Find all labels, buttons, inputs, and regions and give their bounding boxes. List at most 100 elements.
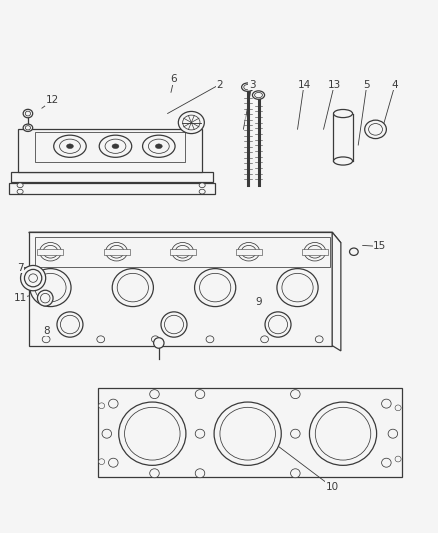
Ellipse shape (112, 144, 119, 149)
Ellipse shape (195, 429, 204, 438)
Ellipse shape (290, 469, 300, 478)
Ellipse shape (268, 316, 287, 334)
Text: 14: 14 (297, 79, 310, 90)
Text: 10: 10 (325, 482, 338, 492)
Ellipse shape (307, 245, 321, 258)
Polygon shape (169, 248, 195, 255)
Ellipse shape (42, 336, 50, 343)
Text: 15: 15 (372, 241, 385, 252)
Polygon shape (98, 388, 401, 478)
Ellipse shape (124, 407, 180, 460)
Ellipse shape (118, 402, 185, 465)
Text: 9: 9 (254, 297, 261, 308)
Ellipse shape (161, 312, 187, 337)
Ellipse shape (151, 336, 159, 343)
Ellipse shape (194, 269, 235, 306)
Ellipse shape (205, 336, 213, 343)
Polygon shape (37, 248, 64, 255)
Ellipse shape (333, 157, 352, 165)
Ellipse shape (153, 338, 164, 348)
Ellipse shape (364, 120, 385, 139)
Polygon shape (29, 232, 332, 345)
Ellipse shape (43, 245, 58, 258)
Ellipse shape (30, 269, 71, 306)
Ellipse shape (314, 336, 322, 343)
Ellipse shape (25, 269, 42, 287)
Ellipse shape (21, 265, 46, 291)
Ellipse shape (265, 312, 290, 337)
Polygon shape (18, 130, 202, 172)
Ellipse shape (171, 243, 193, 261)
Ellipse shape (281, 273, 312, 302)
Text: 12: 12 (46, 95, 59, 106)
Ellipse shape (199, 183, 205, 188)
Text: 11: 11 (14, 293, 27, 303)
Ellipse shape (394, 456, 400, 462)
Text: 5: 5 (363, 79, 369, 90)
Ellipse shape (142, 135, 175, 157)
Ellipse shape (23, 124, 32, 132)
Ellipse shape (57, 312, 83, 337)
Ellipse shape (243, 85, 251, 90)
Ellipse shape (381, 458, 390, 467)
Ellipse shape (108, 458, 118, 467)
Ellipse shape (175, 245, 190, 258)
Ellipse shape (109, 245, 124, 258)
Ellipse shape (99, 403, 104, 409)
Ellipse shape (105, 139, 126, 154)
Text: 13: 13 (327, 79, 340, 90)
Polygon shape (11, 172, 212, 182)
Ellipse shape (102, 429, 111, 438)
Ellipse shape (106, 243, 127, 261)
Ellipse shape (60, 139, 80, 154)
Ellipse shape (276, 269, 318, 306)
Ellipse shape (260, 336, 268, 343)
Ellipse shape (368, 124, 381, 135)
Ellipse shape (108, 399, 118, 408)
Ellipse shape (195, 469, 204, 478)
Ellipse shape (17, 189, 23, 194)
Ellipse shape (349, 248, 357, 255)
Ellipse shape (40, 293, 50, 303)
Ellipse shape (199, 189, 205, 194)
Ellipse shape (387, 429, 397, 438)
Ellipse shape (394, 405, 400, 411)
Text: 6: 6 (170, 74, 177, 84)
Ellipse shape (237, 243, 259, 261)
Ellipse shape (381, 399, 390, 408)
Ellipse shape (333, 109, 352, 118)
Ellipse shape (304, 243, 325, 261)
Text: 8: 8 (43, 326, 49, 336)
Polygon shape (29, 232, 340, 243)
Ellipse shape (25, 111, 31, 116)
Ellipse shape (164, 316, 183, 334)
Polygon shape (332, 232, 340, 351)
Ellipse shape (99, 459, 104, 465)
Ellipse shape (290, 390, 300, 399)
Ellipse shape (155, 144, 162, 149)
Ellipse shape (214, 402, 281, 465)
Ellipse shape (252, 91, 264, 99)
Text: 7: 7 (17, 263, 23, 272)
Ellipse shape (53, 135, 86, 157)
Polygon shape (35, 238, 329, 266)
Ellipse shape (25, 126, 31, 130)
Ellipse shape (60, 316, 79, 334)
Ellipse shape (149, 469, 159, 478)
Text: 4: 4 (391, 79, 397, 90)
Polygon shape (235, 248, 261, 255)
Ellipse shape (309, 402, 376, 465)
Ellipse shape (29, 274, 37, 282)
Ellipse shape (219, 407, 275, 460)
Ellipse shape (39, 243, 61, 261)
Polygon shape (9, 183, 215, 193)
Ellipse shape (290, 429, 300, 438)
Ellipse shape (117, 273, 148, 302)
Polygon shape (103, 248, 129, 255)
Ellipse shape (149, 390, 159, 399)
Ellipse shape (314, 407, 370, 460)
Ellipse shape (112, 269, 153, 306)
Ellipse shape (178, 111, 204, 134)
Ellipse shape (37, 290, 53, 306)
Polygon shape (35, 132, 184, 162)
